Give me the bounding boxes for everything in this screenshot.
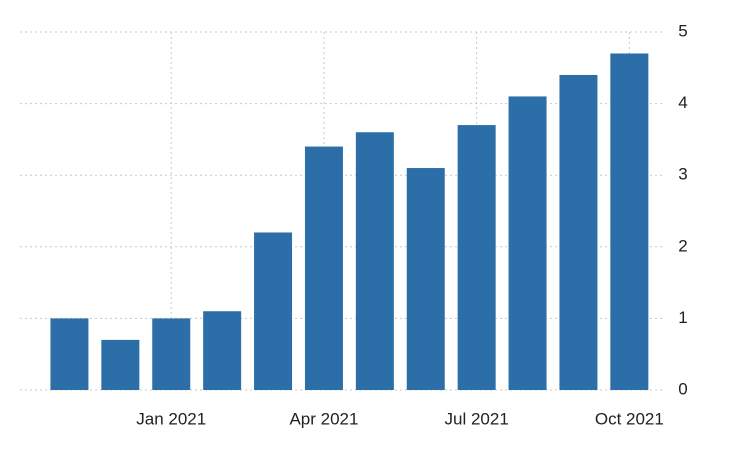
y-tick-label: 5 (678, 21, 687, 40)
y-tick-label: 3 (678, 165, 687, 184)
bar (254, 232, 293, 390)
bar (152, 318, 191, 390)
bar (406, 168, 445, 390)
bar (50, 318, 89, 390)
y-tick-label: 2 (678, 236, 687, 255)
x-tick-label: Oct 2021 (595, 409, 664, 428)
bar (304, 146, 343, 390)
bar (457, 125, 496, 390)
y-tick-label: 4 (678, 93, 687, 112)
bar (101, 339, 140, 390)
bar (203, 311, 242, 390)
bar (610, 53, 649, 390)
bar (559, 74, 598, 391)
bar (355, 132, 394, 391)
x-tick-label: Jul 2021 (445, 409, 509, 428)
y-tick-label: 0 (678, 379, 687, 398)
bar (508, 96, 547, 390)
x-tick-label: Apr 2021 (289, 409, 358, 428)
x-tick-label: Jan 2021 (136, 409, 206, 428)
y-tick-label: 1 (678, 308, 687, 327)
